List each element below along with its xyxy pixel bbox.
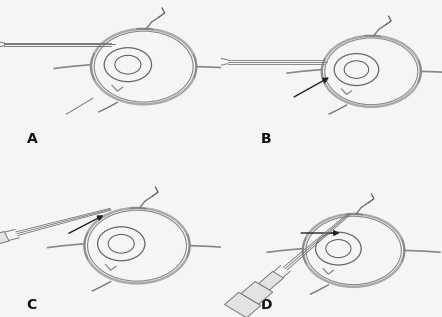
Text: B: B [261,132,271,146]
Text: A: A [27,132,37,146]
Text: C: C [27,298,37,312]
Polygon shape [259,271,284,290]
Bar [172,54,194,70]
Polygon shape [225,292,261,317]
Polygon shape [241,281,273,304]
Bar [150,52,172,72]
Bar [194,57,217,67]
Text: D: D [261,298,272,312]
Polygon shape [0,231,9,247]
